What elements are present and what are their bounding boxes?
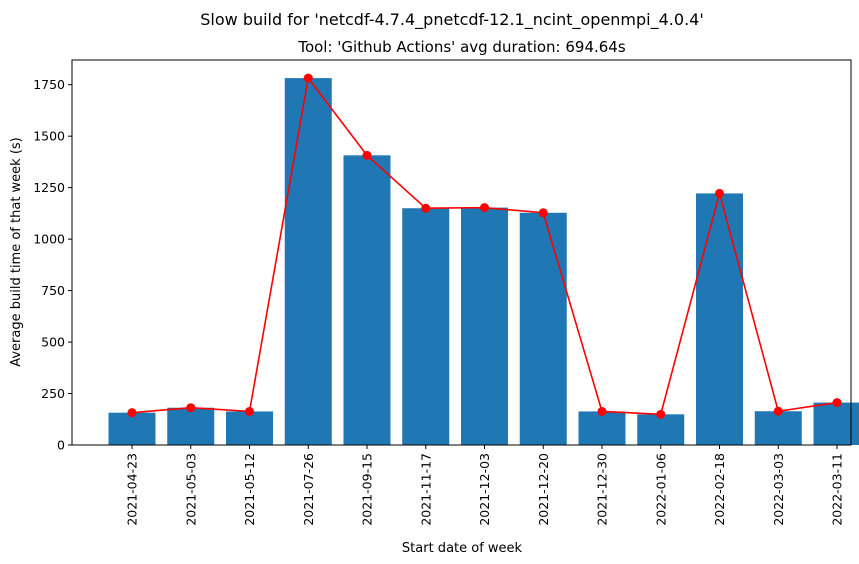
marker-2021-12-03: [480, 203, 489, 213]
x-tick-label-2021-12-30: 2021-12-30: [595, 453, 610, 526]
bar-2021-12-20: [519, 212, 567, 445]
x-tick-label-2022-02-18: 2022-02-18: [712, 453, 727, 526]
marker-2021-09-15: [362, 150, 372, 160]
y-tick-label-750: 750: [41, 283, 65, 298]
x-axis-label: Start date of week: [402, 541, 523, 556]
marker-2022-03-11: [832, 398, 842, 408]
bar-2021-12-03: [461, 207, 508, 445]
marker-2021-11-17: [421, 203, 431, 213]
x-tick-label-2021-04-23: 2021-04-23: [125, 453, 140, 526]
x-tick-label-2022-03-11: 2022-03-11: [830, 453, 845, 526]
x-tick-label-2021-05-03: 2021-05-03: [183, 453, 198, 526]
x-tick-label-2022-03-03: 2022-03-03: [771, 453, 786, 526]
y-axis-ticks: 0 250 500 750 1000 1250 1500 1750: [33, 77, 72, 453]
line-layer: [127, 73, 842, 419]
x-tick-label-2021-12-03: 2021-12-03: [477, 453, 492, 526]
y-axis-label: Average build time of that week (s): [9, 137, 24, 367]
plot-frame: [71, 59, 852, 446]
x-tick-label-2022-01-06: 2022-01-06: [653, 453, 668, 526]
marker-2021-12-20: [538, 208, 548, 218]
y-tick-label-1000: 1000: [33, 232, 65, 247]
marker-2022-03-03: [773, 406, 783, 416]
bar-2021-05-03: [167, 407, 215, 445]
bar-2022-01-06: [637, 414, 685, 445]
y-tick-label-1500: 1500: [33, 129, 65, 144]
chart-suptitle: Slow build for 'netcdf-4.7.4_pnetcdf-12.…: [200, 10, 703, 30]
marker-2021-04-23: [127, 408, 137, 418]
marker-2021-12-30: [597, 406, 607, 416]
y-tick-label-0: 0: [57, 438, 65, 453]
bar-2022-03-03: [754, 411, 802, 445]
x-tick-label-2021-12-20: 2021-12-20: [536, 453, 551, 526]
bars-layer: [108, 78, 859, 445]
y-tick-label-250: 250: [41, 386, 65, 401]
marker-2022-01-06: [656, 409, 666, 419]
x-tick-label-2021-07-26: 2021-07-26: [301, 453, 316, 526]
marker-2021-05-03: [186, 403, 196, 413]
chart-title: Tool: 'Github Actions' avg duration: 694…: [297, 38, 626, 56]
bar-2021-07-26: [284, 78, 332, 445]
marker-2021-05-12: [245, 406, 254, 416]
bar-2021-09-15: [343, 155, 391, 445]
bar-2022-03-11: [813, 402, 859, 445]
y-tick-label-1250: 1250: [33, 180, 65, 195]
bar-2021-12-30: [578, 411, 626, 445]
bar-2021-05-12: [226, 411, 273, 445]
x-tick-label-2021-09-15: 2021-09-15: [360, 453, 375, 526]
y-tick-label-1750: 1750: [33, 77, 65, 92]
y-tick-label-500: 500: [41, 335, 65, 350]
x-tick-label-2021-05-12: 2021-05-12: [242, 453, 257, 526]
x-axis-ticks: 2021-04-23 2021-05-03 2021-05-12 2021-07-26…: [125, 445, 845, 526]
bar-2021-11-17: [402, 208, 450, 445]
marker-2022-02-18: [715, 188, 724, 198]
bar-2021-04-23: [108, 412, 156, 445]
marker-2021-07-26: [303, 73, 313, 83]
bar-2022-02-18: [696, 193, 743, 445]
x-tick-label-2021-11-17: 2021-11-17: [418, 453, 433, 526]
